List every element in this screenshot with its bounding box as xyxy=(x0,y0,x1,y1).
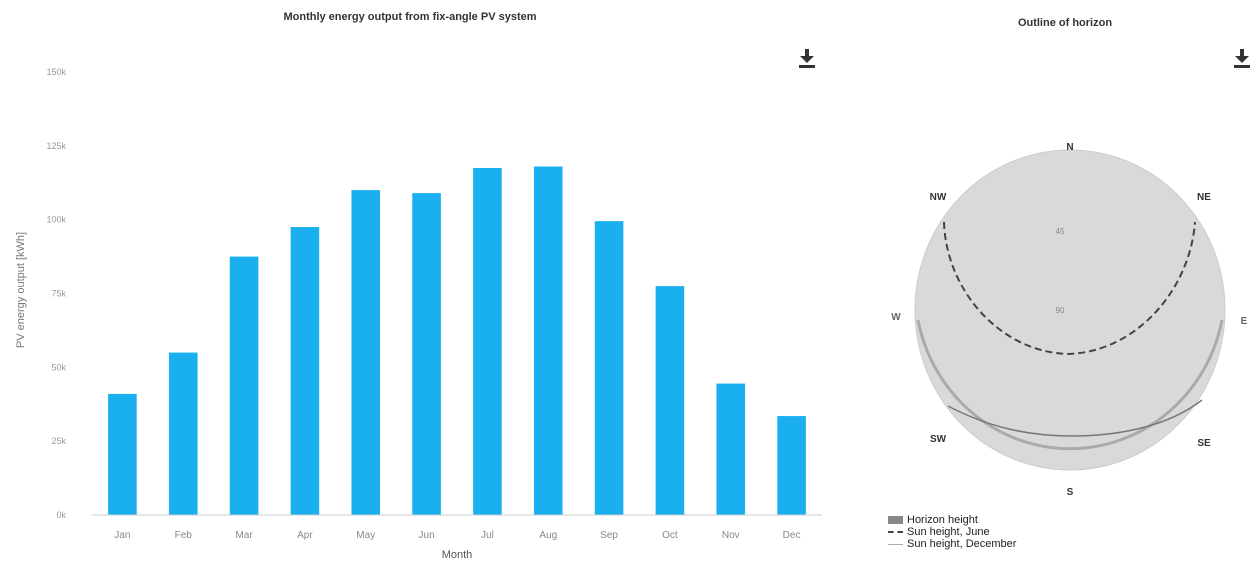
y-tick-label: 25k xyxy=(51,436,66,446)
y-tick-label: 0k xyxy=(56,510,66,520)
bar-chart-title: Monthly energy output from fix-angle PV … xyxy=(283,11,537,23)
bar-jul xyxy=(473,167,502,515)
x-tick-label: Dec xyxy=(783,530,801,541)
y-tick-label: 75k xyxy=(51,289,66,299)
bar-feb xyxy=(168,352,198,515)
legend-item-sun-december: Sun height, December xyxy=(888,538,1016,550)
horizon-chart-download-button[interactable] xyxy=(1230,46,1254,70)
x-tick-label: Aug xyxy=(539,530,557,541)
sun-path-june xyxy=(943,221,1196,356)
bar-may xyxy=(351,190,381,515)
bar-aug xyxy=(533,166,563,516)
radial-label-90: 90 xyxy=(1056,306,1065,315)
direction-label-w: W xyxy=(891,312,901,323)
horizon-chart: N NE E SE S SW W NW 45 90 xyxy=(891,142,1248,498)
x-tick-label: Jun xyxy=(419,530,435,541)
legend-item-sun-june: Sun height, June xyxy=(888,526,1016,538)
horizon-disc xyxy=(914,149,1226,471)
direction-label-sw: SW xyxy=(930,434,947,445)
x-tick-label: Mar xyxy=(235,530,253,541)
x-axis-label: Month xyxy=(442,549,473,561)
download-icon xyxy=(1234,49,1250,68)
direction-label-nw: NW xyxy=(930,192,947,203)
legend-item-horizon-height: Horizon height xyxy=(888,514,1016,526)
x-tick-label: Apr xyxy=(297,530,313,541)
legend-swatch-dashed xyxy=(888,531,903,533)
y-tick-label: 150k xyxy=(46,67,66,77)
legend-swatch-line xyxy=(888,543,903,545)
x-tick-label: Sep xyxy=(600,530,618,541)
x-tick-label: Oct xyxy=(662,530,678,541)
direction-label-e: E xyxy=(1241,316,1248,327)
download-icon xyxy=(799,49,815,68)
direction-label-se: SE xyxy=(1197,438,1211,449)
bar-chart-panel: Monthly energy output from fix-angle PV … xyxy=(15,11,822,561)
bar-sep xyxy=(594,221,624,516)
bar-mar xyxy=(229,256,259,515)
legend-swatch-fill xyxy=(888,516,903,524)
y-tick-label: 100k xyxy=(46,215,66,225)
bar-jun xyxy=(412,193,441,515)
bar-chart: 0k 25k 50k 75k 100k 125k 150k Jan Feb Mar Apr May J… xyxy=(15,67,822,561)
direction-label-s: S xyxy=(1067,487,1074,498)
direction-label-n: N xyxy=(1066,142,1073,153)
legend-label: Sun height, June xyxy=(907,525,990,538)
x-tick-label: Jul xyxy=(481,530,494,541)
legend-label: Horizon height xyxy=(907,513,978,526)
bar-nov xyxy=(716,383,746,515)
bar-chart-download-button[interactable] xyxy=(795,46,819,70)
direction-label-ne: NE xyxy=(1197,192,1211,203)
radial-label-45: 45 xyxy=(1056,227,1065,236)
sun-path-december xyxy=(947,399,1203,437)
x-tick-label: Feb xyxy=(175,530,193,541)
horizon-chart-title: Outline of horizon xyxy=(1017,17,1113,29)
y-tick-label: 50k xyxy=(51,362,66,372)
horizon-chart-panel: Outline of horizon N NE E SE S SW W NW 45 90 Ho… xyxy=(860,0,1259,564)
y-axis-label: PV energy output [kWh] xyxy=(15,232,27,348)
horizon-edge-shade xyxy=(916,319,1224,451)
x-tick-label: Nov xyxy=(722,530,740,541)
bar-apr xyxy=(290,227,320,516)
bar-dec xyxy=(777,416,806,515)
bar-oct xyxy=(655,286,685,515)
x-tick-label: May xyxy=(356,530,375,541)
x-tick-label: Jan xyxy=(114,530,130,541)
horizon-legend: Horizon height Sun height, June Sun heig… xyxy=(888,514,1016,550)
legend-label: Sun height, December xyxy=(907,537,1017,550)
y-tick-label: 125k xyxy=(46,141,66,151)
bar-jan xyxy=(108,393,137,515)
